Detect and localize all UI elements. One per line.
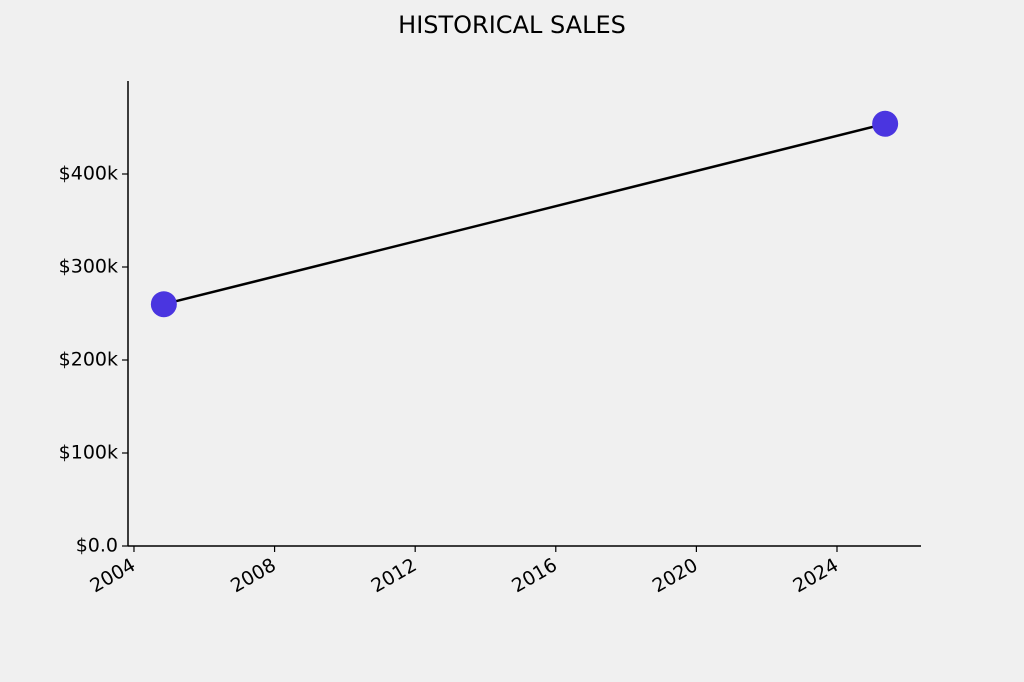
chart-title: HISTORICAL SALES [398,11,626,39]
y-tick-label: $400k [59,163,118,185]
y-tick-label: $300k [59,256,118,278]
y-tick-label: $200k [59,349,118,371]
y-tick-label: $0.0 [76,535,118,557]
line [163,122,886,306]
y-tick-label: $100k [59,442,118,464]
point [150,291,177,318]
point [872,110,899,137]
